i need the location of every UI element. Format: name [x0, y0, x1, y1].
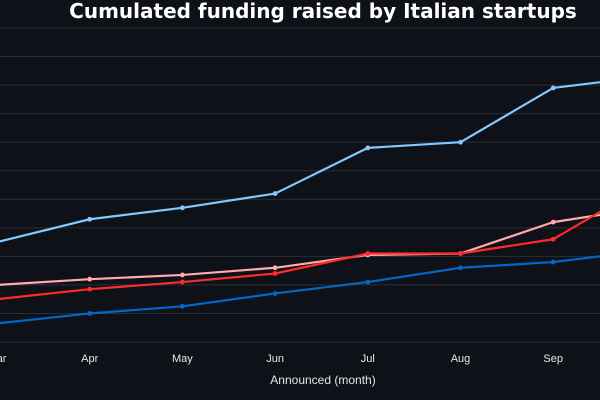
data-point [87, 216, 93, 222]
series-1 [0, 81, 600, 243]
data-point [272, 191, 278, 196]
data-point [550, 85, 556, 91]
data-point [87, 311, 93, 316]
chart-title: Cumulated funding raised by Italian star… [69, 0, 577, 23]
x-tick-labels: MarAprMayJunJulAugSepOct [0, 353, 563, 365]
data-point [180, 303, 185, 309]
data-point [272, 291, 278, 296]
x-tick-label: May [172, 353, 193, 365]
x-tick-label: Mar [0, 353, 7, 365]
data-point [272, 265, 278, 271]
data-point [458, 265, 463, 271]
data-point [458, 251, 463, 256]
data-point [550, 236, 556, 242]
series-3 [0, 210, 600, 300]
series-line [0, 81, 600, 243]
data-point [458, 139, 463, 145]
series-layer [0, 81, 600, 325]
series-4 [0, 255, 600, 325]
data-point [365, 279, 371, 285]
data-point [87, 286, 93, 292]
x-tick-label: Apr [81, 353, 98, 365]
data-point [272, 271, 278, 276]
series-line [0, 210, 600, 300]
x-tick-label: Aug [451, 353, 471, 365]
x-axis-label: Announced (month) [270, 373, 375, 387]
series-line [0, 213, 600, 286]
data-point [550, 259, 556, 265]
series-line [0, 255, 600, 325]
data-point [365, 251, 371, 256]
data-point [550, 219, 556, 225]
data-point [180, 205, 185, 211]
data-point [87, 276, 93, 282]
data-point [180, 272, 185, 278]
x-tick-label: Sep [543, 353, 563, 365]
data-point [365, 145, 371, 151]
data-point [180, 279, 185, 285]
x-tick-label: Jun [266, 353, 284, 365]
x-tick-label: Jul [361, 353, 375, 365]
gridlines [0, 27, 600, 343]
